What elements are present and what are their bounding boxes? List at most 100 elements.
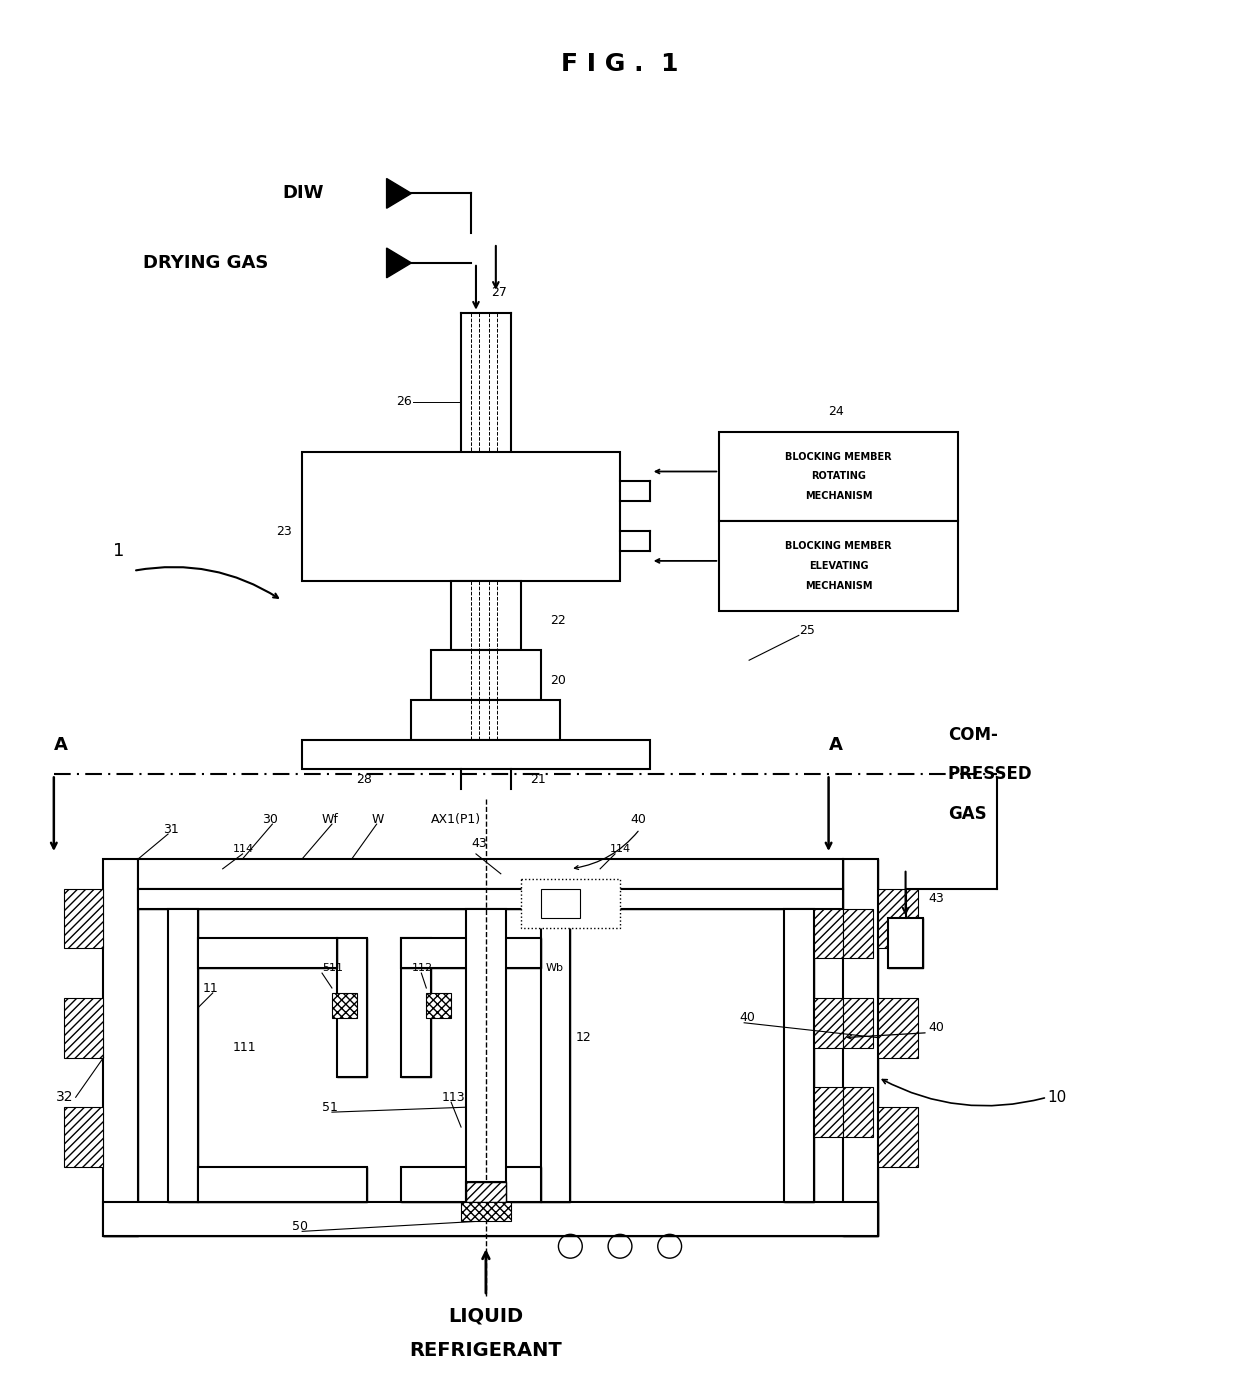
Text: DRYING GAS: DRYING GAS: [144, 254, 269, 272]
Text: Wf: Wf: [322, 812, 339, 826]
Bar: [888, 919, 923, 969]
Bar: [103, 1202, 878, 1236]
Text: 114: 114: [233, 844, 254, 854]
Bar: [402, 938, 432, 1077]
Text: 12: 12: [575, 1031, 591, 1044]
Text: 10: 10: [1047, 1089, 1066, 1105]
Polygon shape: [387, 248, 412, 277]
Bar: [888, 919, 923, 969]
Text: 40: 40: [739, 1012, 755, 1024]
Bar: [878, 1107, 918, 1167]
Bar: [63, 1107, 103, 1167]
Bar: [466, 1182, 506, 1202]
Text: A: A: [53, 736, 68, 754]
Text: F I G .  1: F I G . 1: [562, 53, 678, 76]
Bar: [843, 859, 878, 1236]
Bar: [198, 938, 337, 969]
Bar: [843, 1088, 873, 1137]
Bar: [303, 452, 620, 581]
Bar: [103, 859, 138, 1236]
Bar: [784, 909, 813, 1202]
Bar: [427, 992, 451, 1017]
Bar: [843, 859, 878, 1236]
Text: 28: 28: [356, 773, 372, 786]
Bar: [138, 859, 843, 888]
Bar: [843, 909, 873, 958]
Text: PRESSED: PRESSED: [947, 765, 1033, 783]
Text: 20: 20: [551, 674, 567, 686]
Text: 112: 112: [412, 963, 433, 973]
Text: W: W: [372, 812, 384, 826]
Text: 111: 111: [233, 1041, 257, 1055]
Text: 30: 30: [263, 812, 278, 826]
Text: 24: 24: [828, 405, 844, 419]
Bar: [541, 909, 570, 1202]
Bar: [466, 909, 506, 1202]
Text: 43: 43: [928, 893, 944, 905]
Text: 21: 21: [531, 773, 547, 786]
Bar: [402, 1167, 541, 1202]
Bar: [332, 992, 357, 1017]
Text: 113: 113: [441, 1091, 465, 1103]
Bar: [843, 998, 873, 1048]
Bar: [784, 909, 813, 1202]
Bar: [813, 998, 843, 1048]
Bar: [451, 581, 521, 650]
Bar: [303, 740, 650, 769]
Bar: [719, 432, 957, 521]
Bar: [402, 1167, 541, 1202]
Text: 22: 22: [551, 614, 567, 626]
Text: 27: 27: [491, 286, 507, 299]
Bar: [63, 888, 103, 948]
Bar: [138, 859, 843, 888]
Bar: [63, 998, 103, 1058]
Bar: [103, 859, 138, 1236]
Text: MECHANISM: MECHANISM: [805, 491, 872, 502]
Text: REFRIGERANT: REFRIGERANT: [409, 1342, 562, 1360]
Text: ELEVATING: ELEVATING: [808, 561, 868, 571]
Bar: [412, 700, 560, 740]
Text: 43: 43: [471, 837, 487, 851]
Text: A: A: [828, 736, 842, 754]
Bar: [719, 521, 957, 611]
Text: COM-: COM-: [947, 726, 998, 744]
Text: 50: 50: [293, 1220, 309, 1234]
Text: 26: 26: [396, 395, 412, 409]
Bar: [402, 938, 541, 969]
Text: BLOCKING MEMBER: BLOCKING MEMBER: [785, 452, 892, 462]
Bar: [402, 938, 541, 969]
Bar: [461, 1202, 511, 1221]
Polygon shape: [387, 179, 412, 208]
Bar: [541, 909, 570, 1202]
Text: 51: 51: [322, 1100, 337, 1114]
Bar: [103, 1202, 878, 1236]
Bar: [541, 888, 580, 919]
Bar: [169, 909, 198, 1202]
Bar: [521, 879, 620, 929]
Text: 11: 11: [203, 981, 218, 995]
Bar: [198, 938, 337, 969]
Bar: [813, 909, 843, 958]
Bar: [466, 1182, 506, 1202]
Text: 31: 31: [164, 822, 179, 836]
Text: ROTATING: ROTATING: [811, 471, 866, 481]
Text: 23: 23: [277, 524, 293, 538]
Text: DIW: DIW: [283, 184, 324, 202]
Text: 511: 511: [322, 963, 343, 973]
Bar: [402, 938, 432, 1077]
Text: GAS: GAS: [947, 805, 986, 823]
Bar: [432, 650, 541, 700]
Bar: [337, 938, 367, 1077]
Bar: [303, 740, 650, 769]
Bar: [198, 1167, 367, 1202]
Text: MECHANISM: MECHANISM: [805, 581, 872, 590]
Text: 1: 1: [113, 542, 125, 560]
Bar: [138, 888, 843, 909]
Bar: [169, 909, 198, 1202]
Text: 32: 32: [56, 1091, 73, 1105]
Text: 25: 25: [799, 624, 815, 638]
Text: AX1(P1): AX1(P1): [432, 812, 481, 826]
Text: LIQUID: LIQUID: [449, 1306, 523, 1325]
Text: BLOCKING MEMBER: BLOCKING MEMBER: [785, 541, 892, 552]
Text: 114: 114: [610, 844, 631, 854]
